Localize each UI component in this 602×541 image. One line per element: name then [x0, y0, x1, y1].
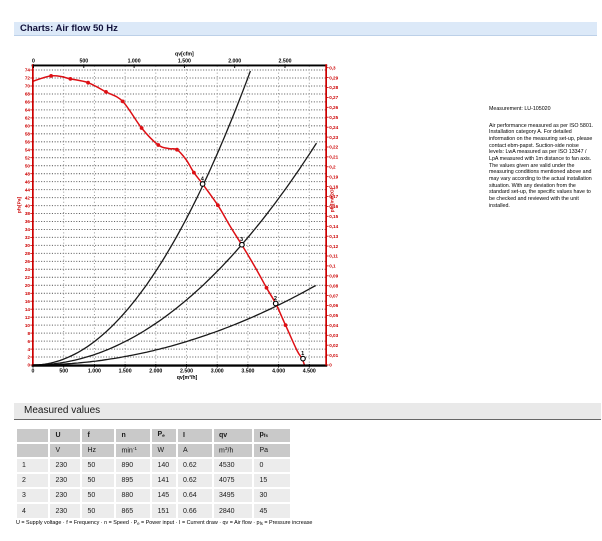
svg-text:54: 54 — [25, 148, 31, 153]
svg-text:4.000: 4.000 — [272, 368, 285, 374]
svg-text:0,22: 0,22 — [329, 145, 338, 150]
svg-text:62: 62 — [25, 116, 31, 121]
svg-text:4: 4 — [27, 347, 30, 352]
svg-text:12: 12 — [25, 315, 31, 320]
svg-text:0: 0 — [32, 368, 35, 374]
svg-text:18: 18 — [25, 291, 31, 296]
svg-text:0,27: 0,27 — [329, 95, 338, 100]
svg-text:36: 36 — [25, 219, 31, 224]
svg-text:0,15: 0,15 — [329, 214, 338, 219]
svg-text:0,1: 0,1 — [329, 264, 336, 269]
svg-text:60: 60 — [25, 124, 31, 129]
svg-text:56: 56 — [25, 140, 31, 145]
svg-text:pfs[Pa]: pfs[Pa] — [17, 196, 23, 213]
svg-text:0,06: 0,06 — [329, 303, 338, 308]
svg-text:3: 3 — [240, 237, 243, 243]
svg-text:46: 46 — [25, 179, 31, 184]
svg-text:0,26: 0,26 — [329, 105, 338, 110]
svg-text:0: 0 — [27, 363, 30, 368]
svg-text:24: 24 — [25, 267, 31, 272]
svg-text:0,2: 0,2 — [329, 165, 336, 170]
svg-text:0: 0 — [32, 58, 35, 64]
svg-text:0,21: 0,21 — [329, 155, 338, 160]
svg-text:0: 0 — [329, 363, 332, 368]
svg-text:58: 58 — [25, 132, 31, 137]
svg-text:22: 22 — [25, 275, 31, 280]
svg-text:500: 500 — [79, 58, 88, 64]
svg-text:2.000: 2.000 — [149, 368, 162, 374]
svg-text:0,01: 0,01 — [329, 353, 338, 358]
svg-text:qv[m³/h]: qv[m³/h] — [177, 375, 198, 381]
svg-text:2: 2 — [274, 296, 277, 302]
svg-text:0,24: 0,24 — [329, 125, 338, 130]
svg-text:6: 6 — [27, 339, 30, 344]
svg-text:1: 1 — [301, 351, 304, 357]
svg-text:500: 500 — [59, 368, 68, 374]
svg-text:0,3: 0,3 — [329, 65, 336, 70]
svg-text:16: 16 — [25, 299, 31, 304]
svg-text:2.000: 2.000 — [228, 58, 241, 64]
svg-text:0,07: 0,07 — [329, 293, 338, 298]
svg-text:20: 20 — [25, 283, 31, 288]
svg-text:4.500: 4.500 — [303, 368, 316, 374]
svg-text:0,19: 0,19 — [329, 174, 338, 179]
svg-text:70: 70 — [25, 84, 31, 89]
svg-text:qv[cfm]: qv[cfm] — [175, 52, 194, 58]
svg-text:38: 38 — [25, 211, 31, 216]
svg-text:0,13: 0,13 — [329, 234, 338, 239]
svg-text:0,25: 0,25 — [329, 115, 338, 120]
svg-text:68: 68 — [25, 92, 31, 97]
svg-text:74: 74 — [25, 68, 31, 73]
svg-text:10: 10 — [25, 323, 31, 328]
svg-text:3.500: 3.500 — [241, 368, 254, 374]
svg-text:72: 72 — [25, 76, 31, 81]
svg-text:28: 28 — [25, 251, 31, 256]
svg-text:26: 26 — [25, 259, 31, 264]
svg-text:0,12: 0,12 — [329, 244, 338, 249]
svg-text:0,02: 0,02 — [329, 343, 338, 348]
svg-text:0,28: 0,28 — [329, 85, 338, 90]
svg-text:4: 4 — [201, 176, 205, 182]
svg-text:1.500: 1.500 — [119, 368, 132, 374]
svg-text:50: 50 — [25, 163, 31, 168]
svg-text:14: 14 — [25, 307, 31, 312]
svg-text:0,11: 0,11 — [329, 254, 338, 259]
svg-text:0,23: 0,23 — [329, 135, 338, 140]
svg-text:8: 8 — [27, 331, 30, 336]
svg-text:1.000: 1.000 — [88, 368, 101, 374]
svg-text:1.000: 1.000 — [128, 58, 141, 64]
svg-text:1.500: 1.500 — [178, 58, 191, 64]
svg-text:0,17: 0,17 — [329, 194, 338, 199]
svg-text:40: 40 — [25, 203, 31, 208]
svg-text:0,08: 0,08 — [329, 283, 338, 288]
svg-text:0,09: 0,09 — [329, 274, 338, 279]
svg-text:0,29: 0,29 — [329, 75, 338, 80]
svg-text:44: 44 — [25, 187, 31, 192]
svg-text:52: 52 — [25, 155, 31, 160]
svg-text:0,18: 0,18 — [329, 184, 338, 189]
svg-text:34: 34 — [25, 227, 31, 232]
svg-text:0,03: 0,03 — [329, 333, 338, 338]
svg-text:48: 48 — [25, 171, 31, 176]
svg-text:2.500: 2.500 — [180, 368, 193, 374]
svg-text:0,14: 0,14 — [329, 224, 338, 229]
svg-text:32: 32 — [25, 235, 31, 240]
svg-text:0,05: 0,05 — [329, 313, 338, 318]
svg-text:0,04: 0,04 — [329, 323, 338, 328]
svg-text:66: 66 — [25, 100, 31, 105]
svg-text:2.500: 2.500 — [279, 58, 292, 64]
svg-text:2: 2 — [27, 355, 30, 360]
svg-text:64: 64 — [25, 108, 31, 113]
svg-text:3.000: 3.000 — [211, 368, 224, 374]
svg-text:pfs[inH2O]: pfs[inH2O] — [330, 187, 336, 212]
svg-text:30: 30 — [25, 243, 31, 248]
svg-text:0,16: 0,16 — [329, 204, 338, 209]
svg-text:42: 42 — [25, 195, 31, 200]
